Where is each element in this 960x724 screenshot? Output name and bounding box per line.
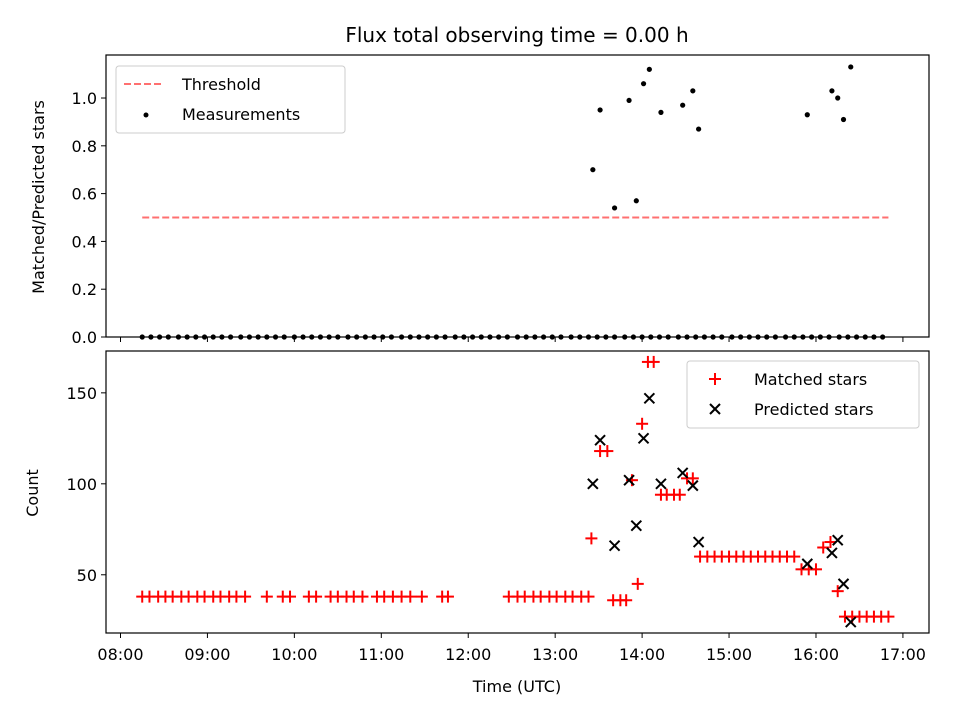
measurement-point: [840, 116, 847, 123]
predicted-star-point: [801, 558, 813, 570]
measurement-point: [590, 167, 596, 173]
x-tick-label: 10:00: [271, 645, 317, 664]
top-y-tick-label: 0.6: [72, 185, 97, 204]
measurement-point: [597, 107, 603, 113]
top-y-tick-label: 1.0: [72, 89, 97, 108]
predicted-star-point: [837, 578, 850, 590]
matched-star-point: [239, 590, 252, 603]
bottom-legend-box: [686, 360, 920, 429]
predicted-star-point: [692, 536, 705, 548]
matched-star-point: [831, 585, 844, 598]
matched-star-point: [415, 590, 428, 603]
predicted-star-point: [637, 432, 650, 445]
matched-legend-swatch: [709, 373, 721, 385]
matched-star-point: [404, 590, 417, 603]
x-tick-label: 15:00: [706, 645, 752, 664]
matched-star-point: [601, 445, 614, 458]
predicted-star-point: [845, 616, 857, 628]
top-y-tick-label: 0.0: [72, 328, 97, 347]
matched-star-point: [310, 590, 323, 603]
x-tick-label: 12:00: [445, 645, 491, 664]
top-y-tick-label: 0.4: [72, 232, 97, 251]
top-legend-box: [115, 65, 346, 134]
x-tick-label: 16:00: [793, 645, 839, 664]
top-plot-frame: [105, 54, 930, 338]
predicted-star-point: [587, 478, 599, 490]
matched-star-point: [788, 550, 801, 563]
matched-legend-label: Matched stars: [754, 370, 867, 389]
measurement-point: [680, 102, 686, 108]
bottom-y-axis-label: Count: [23, 469, 42, 517]
measurement-point: [658, 109, 664, 115]
bottom-legend: Matched stars Predicted stars: [686, 360, 920, 429]
matched-star-point: [356, 590, 369, 603]
bottom-x-axis-label: Time (UTC): [472, 677, 561, 696]
measurements-legend-label: Measurements: [182, 105, 300, 124]
predicted-star-point: [676, 467, 689, 479]
threshold-legend-label: Threshold: [181, 75, 261, 94]
matched-star-point: [686, 472, 699, 485]
matched-star-point: [817, 541, 830, 554]
x-tick-label: 13:00: [532, 645, 578, 664]
x-tick-label: 17:00: [880, 645, 926, 664]
bottom-plot-frame: [105, 350, 930, 634]
measurement-point: [696, 126, 702, 132]
measurements-legend-swatch: [143, 112, 149, 118]
top-chart-title: Flux total observing time = 0.00 h: [345, 23, 688, 47]
measurement-point: [804, 112, 810, 118]
matched-star-point: [441, 590, 454, 603]
x-tick-label: 09:00: [184, 645, 230, 664]
matched-star-point: [260, 590, 273, 603]
predicted-star-point: [608, 539, 621, 552]
predicted-star-point: [643, 392, 656, 405]
x-tick-label: 11:00: [358, 645, 404, 664]
matched-star-point: [636, 417, 649, 430]
matched-star-point: [620, 594, 633, 607]
measurement-point: [611, 205, 618, 211]
matched-star-point: [582, 590, 595, 603]
matched-star-point: [647, 355, 660, 368]
bottom-y-tick-label: 100: [66, 475, 97, 494]
predicted-star-point: [832, 534, 844, 546]
top-plot: 0.0 0.2 0.4 0.6 0.8 1.0 Matched/Predicted sta…: [29, 54, 930, 347]
top-y-axis-label: Matched/Predicted stars: [29, 100, 48, 294]
measurement-point: [646, 66, 652, 72]
measurement-point: [829, 88, 835, 94]
matched-star-point: [673, 488, 686, 501]
matched-star-point: [631, 577, 644, 590]
predicted-legend-label: Predicted stars: [754, 400, 874, 419]
bottom-y-tick-label: 150: [66, 384, 97, 403]
measurement-point: [626, 97, 632, 104]
matched-star-point: [824, 536, 837, 549]
measurement-point: [835, 95, 841, 101]
x-tick-label: 08:00: [97, 645, 143, 664]
measurement-point: [690, 88, 696, 94]
predicted-star-point: [623, 474, 635, 486]
measurement-point: [848, 64, 854, 70]
measurement-point: [633, 198, 639, 204]
predicted-star-point: [655, 478, 667, 490]
bottom-plot: 50 100 150 08:00 09:00 10:00 11:00 12:00 13:00 1…: [23, 350, 930, 696]
predicted-star-point: [594, 434, 606, 446]
top-y-tick-label: 0.8: [72, 137, 97, 156]
bottom-y-tick-label: 50: [77, 566, 97, 585]
predicted-star-point: [826, 547, 838, 559]
matched-star-point: [585, 532, 598, 545]
matched-star-point: [809, 563, 822, 576]
matched-star-point: [284, 590, 297, 603]
top-legend: Threshold Measurements: [115, 65, 346, 134]
x-tick-label: 14:00: [619, 645, 665, 664]
predicted-star-point: [687, 479, 699, 492]
measurement-point: [640, 81, 647, 87]
matched-star-point: [882, 610, 895, 623]
top-y-tick-label: 0.2: [72, 280, 97, 299]
predicted-star-point: [630, 519, 643, 532]
predicted-legend-swatch: [709, 403, 721, 415]
